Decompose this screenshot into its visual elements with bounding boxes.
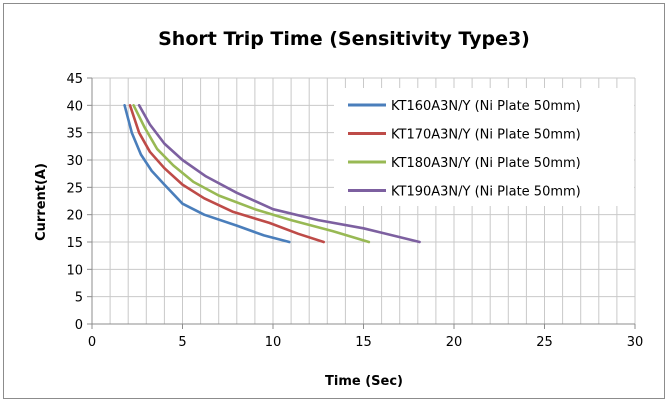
legend-label: KT190A3N/Y (Ni Plate 50mm) xyxy=(391,185,581,200)
legend-label: KT170A3N/Y (Ni Plate 50mm) xyxy=(391,128,581,143)
x-tick-labels: 0 5 10 15 20 25 30 xyxy=(88,335,643,350)
series-lines xyxy=(123,104,421,244)
y-tick-label: 35 xyxy=(66,127,83,142)
y-tick-label: 0 xyxy=(75,318,83,333)
legend: KT160A3N/Y (Ni Plate 50mm) KT170A3N/Y (Ni… xyxy=(334,88,634,206)
y-tick-label: 25 xyxy=(66,181,83,196)
y-tick-label: 30 xyxy=(66,154,83,169)
legend-background xyxy=(334,88,634,206)
line-chart: Short Trip Time (Sensitivity Type3) 0 5 10… xyxy=(34,28,643,389)
series-line-4 xyxy=(137,104,421,244)
axes xyxy=(87,77,636,329)
y-tick-label: 40 xyxy=(66,99,83,114)
y-tick-label: 5 xyxy=(75,291,83,306)
x-tick-label: 25 xyxy=(536,335,553,350)
x-tick-label: 30 xyxy=(627,335,644,350)
y-tick-label: 15 xyxy=(66,236,83,251)
series-line-2 xyxy=(128,104,325,244)
x-tick-label: 10 xyxy=(265,335,282,350)
x-tick-label: 20 xyxy=(446,335,463,350)
x-tick-label: 0 xyxy=(88,335,96,350)
y-tick-labels: 0 5 10 15 20 25 30 35 40 45 xyxy=(66,72,83,333)
legend-label: KT180A3N/Y (Ni Plate 50mm) xyxy=(391,156,581,171)
series-line-3 xyxy=(132,104,371,244)
x-axis-title: Time (Sec) xyxy=(325,374,403,389)
chart-title: Short Trip Time (Sensitivity Type3) xyxy=(158,28,530,50)
legend-label: KT160A3N/Y (Ni Plate 50mm) xyxy=(391,99,581,114)
y-tick-label: 10 xyxy=(66,263,83,278)
series-line-1 xyxy=(123,104,291,244)
y-tick-label: 20 xyxy=(66,209,83,224)
y-tick-label: 45 xyxy=(66,72,83,87)
x-tick-label: 15 xyxy=(355,335,372,350)
chart-area: Short Trip Time (Sensitivity Type3) 0 5 10… xyxy=(3,3,665,399)
x-tick-label: 5 xyxy=(178,335,186,350)
y-axis-title: Current(A) xyxy=(34,163,49,241)
